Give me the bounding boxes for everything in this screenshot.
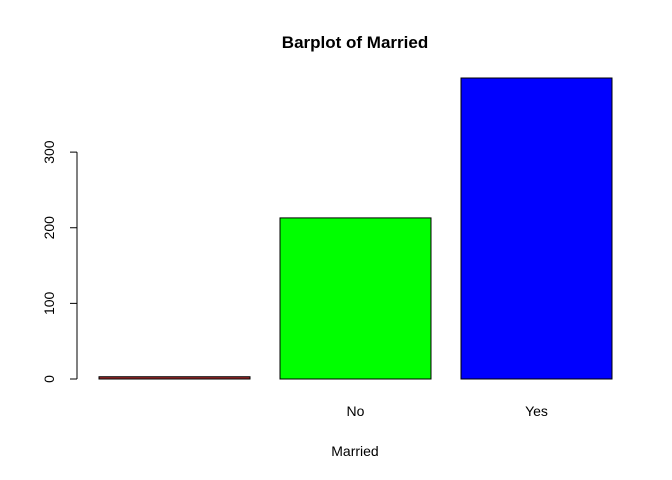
bar-no [279, 217, 432, 380]
y-tick-label: 100 [41, 291, 57, 315]
bar-yes [460, 77, 613, 380]
x-tick-label: Yes [525, 403, 548, 419]
x-tick-label: No [347, 403, 365, 419]
y-tick-label: 200 [41, 216, 57, 240]
bars-group [98, 77, 613, 380]
x-axis-label: Married [331, 443, 378, 459]
y-tick-label: 300 [41, 140, 57, 164]
y-tick-label: 0 [41, 375, 57, 383]
chart-title: Barplot of Married [282, 33, 428, 52]
x-tick-labels: No Yes [347, 403, 548, 419]
y-axis: 0 100 200 300 [41, 140, 78, 383]
bar-blank [98, 376, 251, 380]
